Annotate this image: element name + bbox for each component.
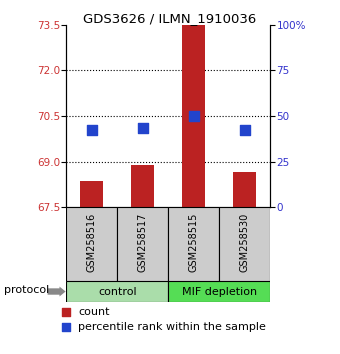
Text: GSM258516: GSM258516 bbox=[87, 213, 97, 272]
Bar bbox=[233, 172, 256, 207]
Point bbox=[140, 125, 146, 131]
Point bbox=[63, 324, 69, 329]
Text: percentile rank within the sample: percentile rank within the sample bbox=[79, 321, 266, 332]
Bar bbox=[66, 281, 168, 302]
Bar bbox=[168, 281, 270, 302]
Bar bbox=[168, 207, 219, 281]
Point bbox=[242, 127, 248, 132]
Text: GSM258530: GSM258530 bbox=[240, 213, 250, 272]
Text: protocol: protocol bbox=[4, 285, 50, 296]
Bar bbox=[182, 25, 205, 207]
Point bbox=[63, 309, 69, 314]
Text: control: control bbox=[98, 286, 137, 297]
Text: GSM258515: GSM258515 bbox=[189, 213, 199, 273]
Bar bbox=[66, 207, 117, 281]
Bar bbox=[80, 181, 103, 207]
Bar bbox=[131, 165, 154, 207]
Bar bbox=[219, 207, 270, 281]
Text: GSM258517: GSM258517 bbox=[138, 213, 148, 273]
Text: MIF depletion: MIF depletion bbox=[182, 286, 257, 297]
Text: GDS3626 / ILMN_1910036: GDS3626 / ILMN_1910036 bbox=[83, 12, 257, 25]
Bar bbox=[117, 207, 168, 281]
Point bbox=[191, 113, 197, 119]
Text: count: count bbox=[79, 307, 110, 316]
Point bbox=[89, 127, 95, 132]
